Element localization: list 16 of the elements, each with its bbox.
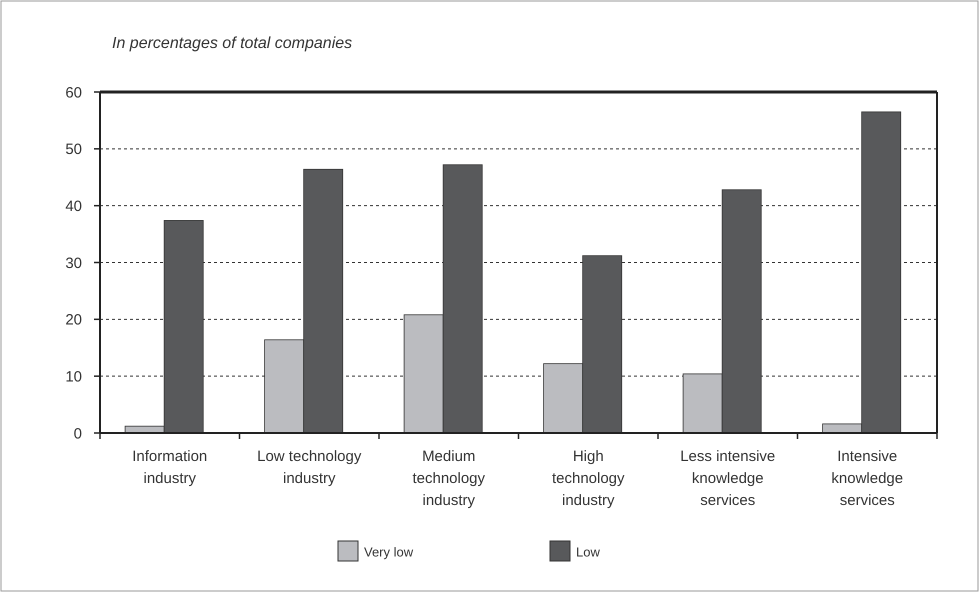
x-tick-label: Medium technology industry: [412, 448, 486, 509]
y-tick-label: 30: [65, 254, 82, 272]
x-tick-label: Less intensive knowledge services: [680, 448, 776, 509]
x-tick-label: Information industry: [132, 448, 208, 487]
x-tick-label: Intensive knowledge services: [831, 448, 904, 509]
y-tick-label: 0: [74, 425, 82, 442]
y-tick-label: 50: [65, 141, 82, 158]
legend-label: Low: [576, 544, 600, 560]
chart-title: In percentages of total companies: [112, 35, 352, 52]
legend-label: Very low: [364, 544, 414, 560]
y-tick-label: 60: [65, 84, 82, 102]
y-tick-label: 40: [65, 198, 82, 215]
y-tick-label: 10: [65, 368, 82, 386]
x-tick-label: Low technology industry: [257, 448, 362, 487]
y-tick-label: 20: [65, 312, 82, 329]
x-tick-label: High technology industry: [552, 448, 626, 509]
